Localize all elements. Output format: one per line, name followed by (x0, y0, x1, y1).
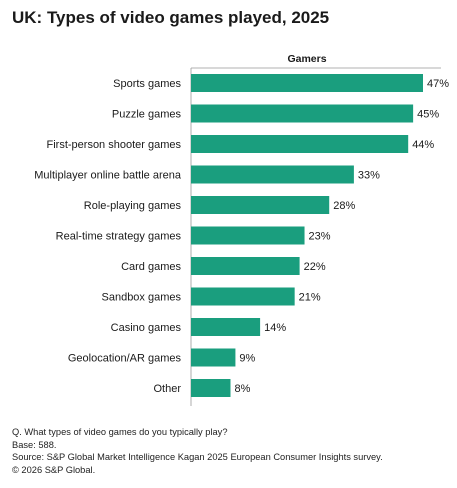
bar (191, 74, 423, 92)
category-label: Sports games (113, 78, 181, 90)
category-label: Other (153, 383, 181, 395)
category-label: Card games (121, 261, 181, 273)
category-label: Role-playing games (84, 200, 182, 212)
footnote-base: Base: 588. (12, 439, 57, 450)
bar (191, 379, 231, 397)
category-label: Real-time strategy games (56, 231, 182, 243)
data-label: 47% (427, 78, 449, 90)
category-label: Sandbox games (102, 292, 182, 304)
category-label: Casino games (111, 322, 182, 334)
footnote-question: Q. What types of video games do you typi… (12, 427, 228, 437)
category-label: First-person shooter games (47, 139, 182, 151)
footnotes: Q. What types of video games do you typi… (12, 426, 383, 476)
data-label: 28% (333, 200, 355, 212)
series-label: Gamers (287, 53, 326, 65)
bar (191, 318, 261, 336)
bar (191, 348, 236, 367)
footnote-copyright: © 2026 S&P Global. (12, 464, 96, 475)
category-label: Geolocation/AR games (68, 353, 182, 365)
bar (191, 287, 295, 306)
bar (191, 135, 409, 153)
data-label: 33% (358, 170, 380, 182)
data-label: 22% (304, 261, 326, 273)
chart-title: UK: Types of video games played, 2025 (12, 8, 330, 27)
data-label: 9% (239, 353, 255, 365)
bars-group: Sports games 47% Puzzle games 45% First-pers… (34, 74, 449, 397)
data-label: 21% (299, 292, 321, 304)
data-label: 44% (412, 139, 434, 151)
bar (191, 226, 305, 245)
data-label: 8% (234, 383, 250, 395)
bar (191, 196, 330, 214)
data-label: 45% (417, 109, 439, 121)
data-label: 23% (309, 231, 331, 243)
bar (191, 165, 354, 184)
category-label: Puzzle games (112, 109, 182, 121)
bar-chart: Gamers Sports games 47% Puzzle games 45% Fir… (34, 53, 449, 406)
bar (191, 104, 414, 123)
footnote-source: Source: S&P Global Market Intelligence K… (12, 452, 383, 462)
bar (191, 257, 300, 275)
category-label: Multiplayer online battle arena (34, 170, 182, 182)
data-label: 14% (264, 322, 286, 334)
